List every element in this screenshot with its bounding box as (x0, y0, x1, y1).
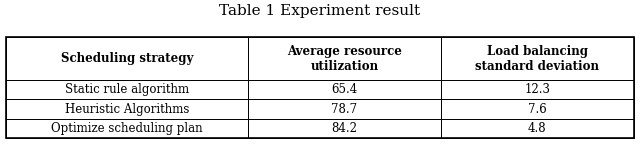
Bar (248, 80, 441, 99)
Bar (6, 119, 248, 138)
Bar (248, 119, 441, 138)
Text: Average resource
utilization: Average resource utilization (287, 45, 402, 73)
Text: 4.8: 4.8 (528, 122, 547, 135)
Text: 7.6: 7.6 (528, 103, 547, 115)
Text: 65.4: 65.4 (332, 83, 358, 96)
Text: Static rule algorithm: Static rule algorithm (65, 83, 189, 96)
Bar (6, 80, 248, 99)
Bar (6, 37, 248, 80)
Text: Scheduling strategy: Scheduling strategy (61, 52, 193, 65)
Text: Optimize scheduling plan: Optimize scheduling plan (51, 122, 203, 135)
Bar (441, 99, 634, 119)
Bar (248, 99, 441, 119)
Text: 84.2: 84.2 (332, 122, 358, 135)
Text: 78.7: 78.7 (332, 103, 358, 115)
Bar (441, 119, 634, 138)
Bar (441, 80, 634, 99)
Bar (6, 99, 248, 119)
Bar (248, 37, 441, 80)
Bar (441, 37, 634, 80)
Bar (6, 37, 634, 138)
Text: Table 1 Experiment result: Table 1 Experiment result (220, 4, 420, 18)
Text: Load balancing
standard deviation: Load balancing standard deviation (476, 45, 599, 73)
Text: Heuristic Algorithms: Heuristic Algorithms (65, 103, 189, 115)
Text: 12.3: 12.3 (524, 83, 550, 96)
